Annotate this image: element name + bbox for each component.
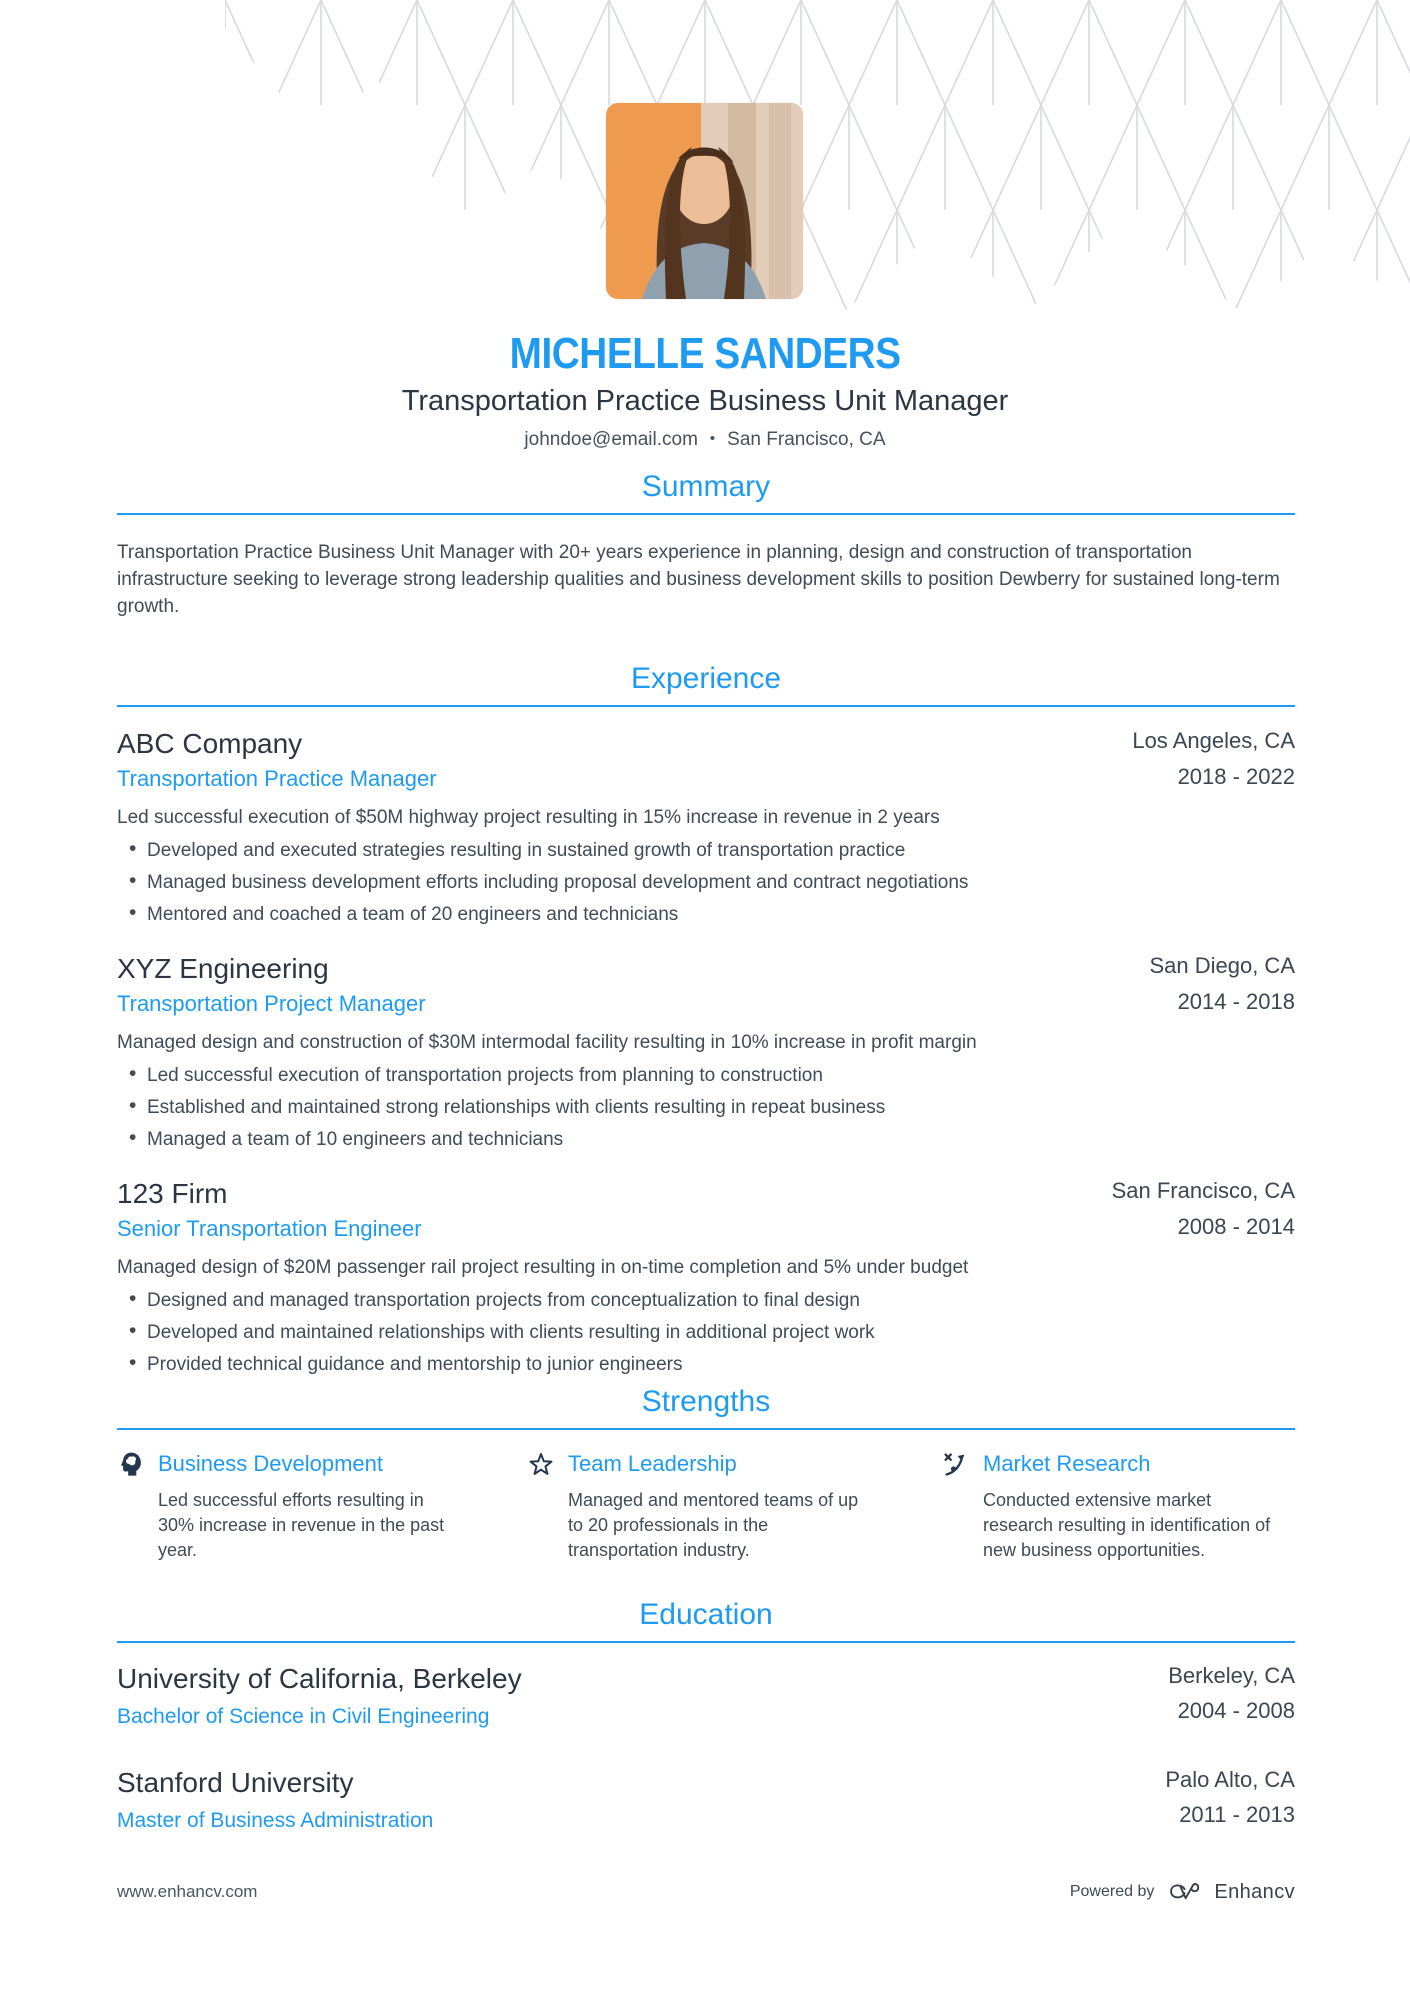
section-strengths: Strengths Business Development Led succe…: [117, 1385, 1295, 1563]
strength-item: Business Development Led successful effo…: [117, 1450, 527, 1563]
job-role: Senior Transportation Engineer: [117, 1216, 422, 1241]
experience-entry: 123 Firm Senior Transportation Engineer …: [117, 1178, 1295, 1376]
strength-title: Team Leadership: [568, 1451, 737, 1476]
section-summary: Summary Transportation Practice Business…: [117, 470, 1295, 620]
summary-text: Transportation Practice Business Unit Ma…: [117, 542, 1280, 617]
section-divider: [117, 705, 1295, 707]
job-summary: Managed design and construction of $30M …: [117, 1032, 977, 1053]
job-bullet: Provided technical guidance and mentorsh…: [117, 1351, 1295, 1376]
job-location: San Francisco, CA: [1111, 1178, 1295, 1203]
job-bullet-list: Developed and executed strategies result…: [117, 837, 1295, 926]
section-divider: [117, 1428, 1295, 1430]
experience-section-title: Experience: [630, 662, 782, 695]
school-name: Stanford University: [117, 1767, 354, 1798]
job-location: San Diego, CA: [1149, 953, 1295, 978]
job-bullet: Led successful execution of transportati…: [117, 1062, 1295, 1087]
job-bullet: Managed a team of 10 engineers and techn…: [117, 1126, 1295, 1151]
strategy-icon: [942, 1450, 970, 1478]
contact-separator-dot: •: [709, 429, 716, 447]
geometric-background-pattern: [225, 0, 1410, 315]
strength-text: Managed and mentored teams of up to 20 p…: [568, 1490, 859, 1560]
experience-entry-header: 123 Firm Senior Transportation Engineer …: [117, 1178, 1295, 1242]
page-footer: www.enhancv.com Powered by Enhancv: [117, 1880, 1295, 1904]
job-dates: 2014 - 2018: [1177, 989, 1295, 1014]
school-dates: 2004 - 2008: [1177, 1698, 1295, 1723]
powered-by-label: Powered by: [1069, 1883, 1155, 1900]
strength-item: Market Research Conducted extensive mark…: [942, 1450, 1295, 1563]
job-bullet: Established and maintained strong relati…: [117, 1094, 1295, 1119]
education-entry: Stanford University Master of Business A…: [117, 1767, 1295, 1834]
resume-header: MICHELLE SANDERS Transportation Practice…: [0, 329, 1410, 451]
strength-text: Conducted extensive market research resu…: [983, 1490, 1271, 1560]
strengths-grid: Business Development Led successful effo…: [117, 1450, 1295, 1563]
job-role: Transportation Practice Manager: [117, 766, 437, 791]
job-summary: Led successful execution of $50M highway…: [117, 807, 940, 828]
school-location: Palo Alto, CA: [1165, 1767, 1295, 1792]
mind-icon: [117, 1450, 145, 1478]
strength-item-header: Team Leadership: [527, 1450, 942, 1478]
job-dates: 2008 - 2014: [1177, 1214, 1295, 1239]
school-dates: 2011 - 2013: [1179, 1802, 1295, 1827]
job-bullet-list: Led successful execution of transportati…: [117, 1062, 1295, 1151]
job-bullet-list: Designed and managed transportation proj…: [117, 1287, 1295, 1376]
contact-line: johndoe@email.com • San Francisco, CA: [0, 429, 1410, 451]
company-name: XYZ Engineering: [117, 953, 329, 984]
school-location: Berkeley, CA: [1168, 1663, 1295, 1688]
experience-entry: ABC Company Transportation Practice Mana…: [117, 728, 1295, 926]
job-summary: Managed design of $20M passenger rail pr…: [117, 1257, 969, 1278]
strength-text: Led successful efforts resulting in 30% …: [158, 1490, 445, 1560]
section-experience: Experience ABC Company Transportation Pr…: [117, 662, 1295, 1376]
summary-section-title: Summary: [641, 470, 771, 503]
contact-location: San Francisco, CA: [727, 428, 886, 450]
strength-title: Market Research: [983, 1451, 1151, 1476]
strengths-section-title: Strengths: [641, 1385, 771, 1418]
profile-photo: [606, 103, 803, 299]
strength-title: Business Development: [158, 1451, 384, 1476]
experience-entry-header: ABC Company Transportation Practice Mana…: [117, 728, 1295, 792]
job-dates: 2018 - 2022: [1177, 764, 1295, 789]
experience-entry: XYZ Engineering Transportation Project M…: [117, 953, 1295, 1151]
job-location: Los Angeles, CA: [1132, 728, 1295, 753]
enhancv-wordmark: Enhancv: [1214, 1880, 1295, 1903]
strength-item-header: Business Development: [117, 1450, 527, 1478]
section-divider: [117, 513, 1295, 515]
education-entry: University of California, Berkeley Bache…: [117, 1663, 1295, 1730]
job-bullet: Designed and managed transportation proj…: [117, 1287, 1295, 1312]
powered-by-enhancv[interactable]: Powered by Enhancv: [1070, 1880, 1295, 1904]
company-name: ABC Company: [117, 728, 303, 759]
strength-item-header: Market Research: [942, 1450, 1295, 1478]
education-section-title: Education: [639, 1598, 773, 1631]
strength-item: Team Leadership Managed and mentored tea…: [527, 1450, 942, 1563]
enhancv-logo-icon: [1166, 1880, 1202, 1904]
section-divider: [117, 1641, 1295, 1643]
school-name: University of California, Berkeley: [117, 1663, 522, 1694]
job-bullet: Managed business development efforts inc…: [117, 869, 1295, 894]
company-name: 123 Firm: [117, 1178, 228, 1209]
experience-entry-header: XYZ Engineering Transportation Project M…: [117, 953, 1295, 1017]
candidate-title: Transportation Practice Business Unit Ma…: [401, 385, 1009, 418]
job-role: Transportation Project Manager: [117, 991, 426, 1016]
contact-email[interactable]: johndoe@email.com: [524, 428, 698, 450]
footer-website-link[interactable]: www.enhancv.com: [117, 1882, 258, 1901]
section-education: Education University of California, Berk…: [117, 1598, 1295, 1834]
candidate-name: MICHELLE SANDERS: [509, 329, 901, 378]
job-bullet: Mentored and coached a team of 20 engine…: [117, 901, 1295, 926]
job-bullet: Developed and maintained relationships w…: [117, 1319, 1295, 1344]
job-bullet: Developed and executed strategies result…: [117, 837, 1295, 862]
degree-name: Bachelor of Science in Civil Engineering: [117, 1705, 490, 1728]
degree-name: Master of Business Administration: [117, 1809, 434, 1832]
star-icon: [527, 1450, 555, 1478]
